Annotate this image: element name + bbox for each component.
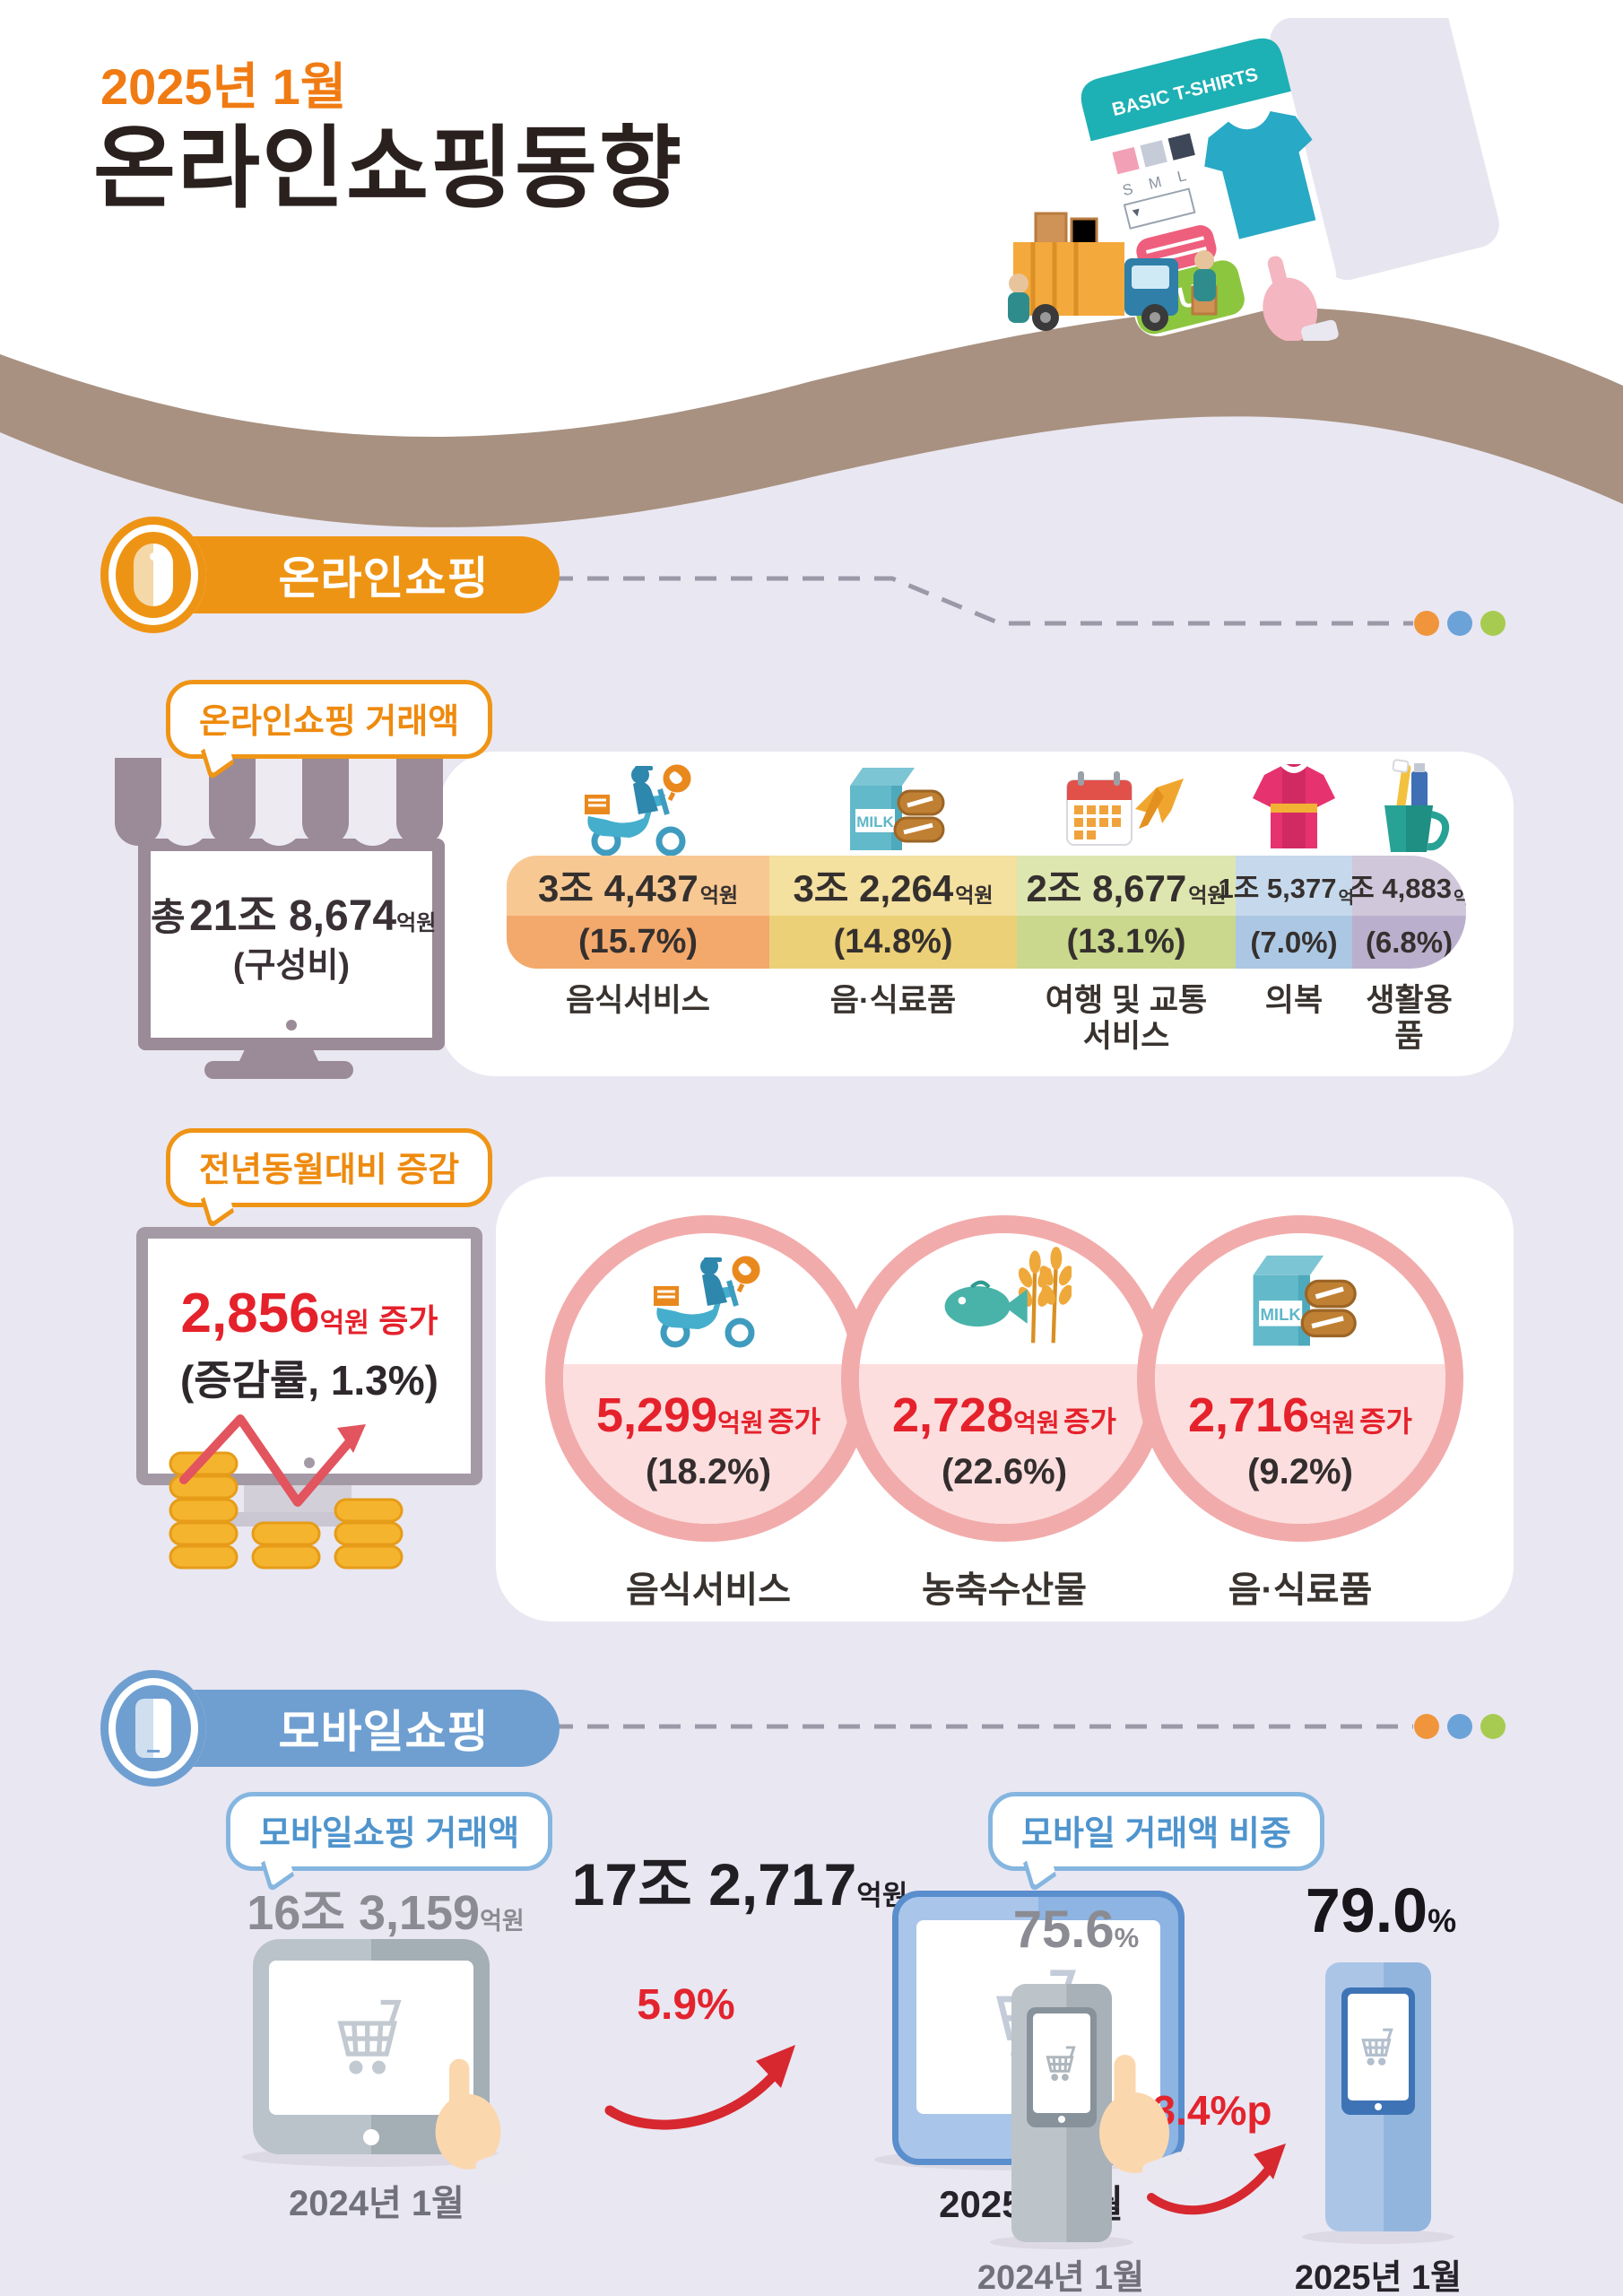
yoy-label: 농축수산물	[922, 1570, 1087, 1610]
yoy-value: 2,716억원 증가	[1187, 1388, 1412, 1442]
yoy-total-note: (증감률, 1.3%)	[179, 1357, 438, 1404]
delivery-scooter-icon	[654, 1253, 763, 1348]
yoy-label: 음·식료품	[1228, 1570, 1373, 1610]
date-label-2025: 2025년 1월	[1294, 2259, 1462, 2296]
category-label: 생활용품	[1366, 983, 1453, 1055]
dot-green	[1480, 1714, 1506, 1739]
growth-arrow-icon	[604, 2045, 795, 2130]
hand-cursor-icon	[435, 2058, 521, 2179]
home-button	[363, 2129, 379, 2145]
online-section-divider	[516, 576, 1506, 636]
bar-household-goods: 1조 4,883억원 (6.8%)	[1352, 856, 1466, 969]
clothes-icon	[1253, 762, 1335, 848]
monitor-base	[204, 1061, 353, 1079]
mobile-tx-before-value: 16조 3,159억원	[247, 1886, 525, 1940]
category-label: 음·식료품	[829, 983, 957, 1018]
date-label-2024: 2024년 1월	[976, 2259, 1145, 2296]
yoy-item-agri-fish: 2,728억원 증가 (22.6%)	[841, 1215, 1167, 1542]
yoy-label: 음식서비스	[626, 1570, 791, 1610]
calendar-airplane-icon	[1066, 771, 1184, 846]
dot-blue	[1447, 611, 1472, 636]
mobile-tx-change: 5.9%	[637, 1981, 735, 2029]
milk-cookies-icon: MILK	[1253, 1255, 1357, 1346]
mouse-icon	[134, 544, 173, 606]
smartphone-icon	[135, 1699, 171, 1758]
milk-cookies-icon: MILK	[850, 768, 945, 850]
category-share-bars: 3조 4,437 억원 (15.7%) 3조 2,264 억원 (14.8%) 2조…	[507, 856, 1466, 969]
yoy-share: (9.2%)	[1247, 1452, 1353, 1492]
report-period: 2025년 1월	[100, 58, 347, 115]
yoy-badge: 전년동월대비 증감	[166, 1128, 493, 1207]
kiosk-screen	[1341, 1987, 1415, 2115]
yoy-item-food-beverage: MILK 2,716억원 증가 (9.2%)	[1137, 1215, 1463, 1542]
svg-text:MILK: MILK	[1260, 1305, 1301, 1324]
yoy-share: (22.6%)	[941, 1452, 1068, 1492]
hand-cursor-icon	[1263, 256, 1339, 341]
storefront-monitor: 총 21조 8,674억원 (구성비)	[115, 758, 445, 1090]
bar-food-beverage: 3조 2,264 억원 (14.8%)	[769, 856, 1017, 969]
online-section-icon	[100, 517, 206, 633]
kiosk-2025	[1325, 1962, 1431, 2231]
cart-icon	[1361, 2028, 1393, 2066]
yoy-value: 5,299억원 증가	[595, 1388, 820, 1442]
svg-text:MILK: MILK	[856, 813, 894, 831]
yoy-item-food-service: 5,299억원 증가 (18.2%)	[545, 1215, 872, 1542]
mobile-share-after-value: 79.0%	[1305, 1875, 1457, 1945]
fish-wheat-icon	[944, 1247, 1072, 1344]
shopping-illustration: BASIC T-SHIRTS S M L BUY	[1008, 18, 1499, 341]
dot-orange	[1414, 611, 1439, 636]
camera-dot	[286, 1020, 297, 1031]
bar-travel-transport: 2조 8,677 억원 (13.1%)	[1017, 856, 1236, 969]
yoy-total-monitor: 2,856억원 증가 (증감률, 1.3%)	[136, 1227, 482, 1485]
section-online-shopping: 온라인쇼핑	[154, 536, 560, 613]
mobile-transaction-badge: 모바일쇼핑 거래액	[226, 1792, 553, 1871]
home-button	[1375, 2103, 1382, 2110]
mobile-section-icon	[100, 1670, 206, 1787]
dot-orange	[1414, 1714, 1439, 1739]
mobile-share-before-value: 75.6%	[1012, 1900, 1140, 1959]
mobile-share-badge: 모바일 거래액 비중	[988, 1792, 1324, 1871]
yoy-total-value: 2,856억원 증가	[180, 1283, 438, 1344]
circle-fill	[1155, 1364, 1445, 1524]
growth-arrow-icon	[1147, 2144, 1286, 2215]
kiosk-shadow	[1302, 2230, 1454, 2244]
dot-green	[1480, 611, 1506, 636]
delivery-truck	[1008, 212, 1218, 331]
bar-clothing: 1조 5,377억원 (7.0%)	[1219, 856, 1369, 969]
storefront-screen: 총 21조 8,674억원 (구성비)	[138, 839, 445, 1050]
kiosk-screen	[1027, 2007, 1097, 2127]
coins-growth-icon	[169, 1414, 404, 1570]
online-total-value: 총 21조 8,674억원	[151, 892, 437, 940]
circle-fill	[859, 1364, 1150, 1524]
camera-dot	[304, 1457, 315, 1468]
hand-cursor-icon	[1099, 2055, 1191, 2184]
delivery-scooter-icon	[585, 761, 694, 856]
date-label-2024: 2024년 1월	[289, 2184, 464, 2223]
dot-blue	[1447, 1714, 1472, 1739]
mobile-section-divider	[516, 1714, 1506, 1739]
page-title: 온라인쇼핑동향	[93, 118, 683, 219]
circle-fill	[563, 1364, 854, 1524]
home-button	[1058, 2116, 1065, 2123]
mobile-share-change: 3.4%p	[1152, 2087, 1272, 2134]
bar-food-service: 3조 4,437 억원 (15.7%)	[507, 856, 769, 969]
kiosk-2024	[1011, 1984, 1112, 2242]
online-transaction-badge: 온라인쇼핑 거래액	[166, 680, 493, 759]
category-label: 음식서비스	[565, 983, 710, 1018]
section-mobile-shopping: 모바일쇼핑	[154, 1690, 560, 1767]
category-label: 여행 및 교통서비스	[1045, 983, 1208, 1055]
mobile-tx-after-value: 17조 2,717억원	[571, 1851, 908, 1918]
storefront-awning	[115, 758, 443, 846]
cart-icon	[1046, 2045, 1076, 2081]
yoy-value: 2,728억원 증가	[891, 1388, 1116, 1442]
yoy-share: (18.2%)	[645, 1452, 772, 1492]
category-label: 의복	[1264, 983, 1324, 1018]
online-total-note: (구성비)	[232, 947, 351, 985]
toiletries-icon	[1384, 759, 1450, 852]
cart-icon	[337, 1999, 402, 2074]
